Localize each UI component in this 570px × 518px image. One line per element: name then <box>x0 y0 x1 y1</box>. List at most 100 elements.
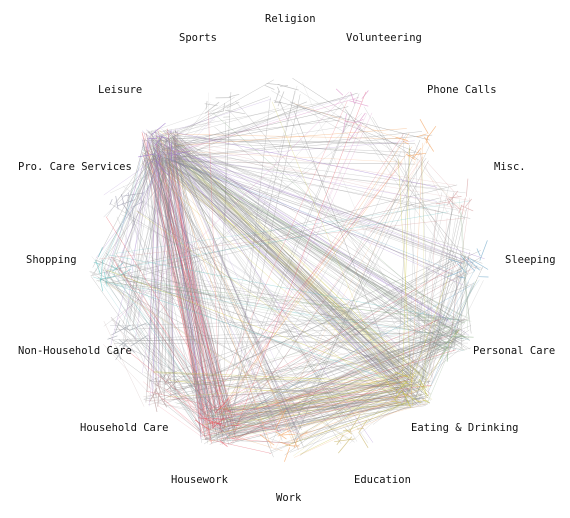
node-label-phone-calls: Phone Calls <box>427 84 497 96</box>
node-tick <box>212 417 226 420</box>
node-tick <box>214 398 229 414</box>
flow-strand <box>400 337 441 406</box>
flow-strand <box>229 390 422 435</box>
flow-strand <box>96 259 417 406</box>
node-tick <box>345 121 354 123</box>
node-tick <box>299 431 308 437</box>
flow-strand <box>156 139 398 144</box>
node-tick <box>334 438 355 443</box>
flow-strand <box>164 153 272 448</box>
flow-strand <box>102 151 156 265</box>
node-tick <box>162 373 167 380</box>
flow-strand <box>215 376 403 414</box>
flow-strand <box>214 126 458 323</box>
flow-strand <box>200 394 410 437</box>
node-tick <box>395 380 408 394</box>
flow-strand <box>121 250 217 419</box>
flow-strand <box>446 279 477 337</box>
flow-strand <box>111 324 451 341</box>
node-label-education: Education <box>354 474 411 486</box>
flow-strand <box>420 151 432 378</box>
node-tick <box>448 258 463 264</box>
flow-strand <box>149 157 342 445</box>
flow-strand <box>110 316 160 390</box>
flow-strand <box>459 199 468 330</box>
flow-strand <box>289 377 429 433</box>
flow-strand <box>223 121 227 433</box>
node-label-leisure: Leisure <box>98 84 143 96</box>
flow-strand <box>136 210 399 401</box>
flow-strand <box>463 271 472 334</box>
flow-strand <box>95 260 411 381</box>
node-cluster <box>436 324 474 362</box>
flow-strand <box>290 385 401 439</box>
flow-strand <box>415 271 459 398</box>
flow-strand <box>173 136 428 373</box>
flow-strand <box>106 144 146 284</box>
flow-strand <box>121 279 446 321</box>
node-tick <box>194 419 210 431</box>
flow-strand <box>170 158 453 333</box>
flow-strand <box>148 140 233 422</box>
flow-strand <box>143 79 274 154</box>
flow-strand <box>125 139 146 214</box>
flow-strand <box>143 371 232 421</box>
node-tick <box>436 344 442 350</box>
flow-strand <box>176 158 420 381</box>
node-tick <box>151 122 166 136</box>
flow-strand <box>142 152 464 337</box>
node-cluster <box>334 411 369 454</box>
flow-strand <box>108 258 436 332</box>
flow-strand <box>110 203 401 385</box>
flow-strand <box>105 138 153 275</box>
flow-strand <box>170 146 482 271</box>
flow-strand <box>137 145 161 204</box>
flow-strand <box>366 392 428 413</box>
flow-strand <box>176 154 301 441</box>
flow-strand <box>152 135 457 257</box>
flow-strand <box>228 321 466 437</box>
flow-strand <box>168 146 451 258</box>
flow-strand <box>361 376 411 416</box>
flow-strand <box>143 132 463 345</box>
flow-strand <box>171 102 211 156</box>
node-tick <box>435 201 450 205</box>
flow-strand <box>172 381 430 400</box>
node-tick <box>171 150 191 156</box>
node-tick <box>454 326 457 336</box>
flow-strand <box>170 138 427 376</box>
node-tick <box>98 247 103 258</box>
flow-strand <box>151 156 421 375</box>
node-cluster <box>391 371 430 408</box>
flow-strand <box>174 376 412 382</box>
flow-strand <box>177 149 232 421</box>
node-cluster <box>194 398 242 447</box>
flow-strand <box>174 139 222 416</box>
flow-strand <box>171 132 459 318</box>
flow-strand <box>292 374 402 432</box>
node-label-sleeping: Sleeping <box>505 254 556 266</box>
node-cluster <box>109 192 145 226</box>
flow-strand <box>123 141 167 348</box>
flow-strand <box>152 155 404 393</box>
node-tick <box>100 275 116 280</box>
flow-strand <box>160 135 176 392</box>
flow-strand <box>224 437 290 444</box>
flow-strand <box>151 401 215 418</box>
flow-strand <box>411 142 423 396</box>
node-tick <box>277 84 299 91</box>
flow-strand <box>146 157 448 352</box>
flow-strand <box>132 324 236 430</box>
node-cluster <box>446 240 489 279</box>
flow-strand <box>172 160 463 264</box>
flow-strand <box>273 134 430 427</box>
flow-strand <box>174 156 452 320</box>
flow-strand <box>176 163 270 449</box>
flow-strand <box>137 93 351 338</box>
flow-strand <box>406 159 418 404</box>
flow-strand <box>228 373 398 416</box>
flow-strand <box>144 162 304 447</box>
flow-strand <box>168 149 202 443</box>
flow-strand <box>231 335 456 416</box>
flow-strand <box>110 267 224 434</box>
